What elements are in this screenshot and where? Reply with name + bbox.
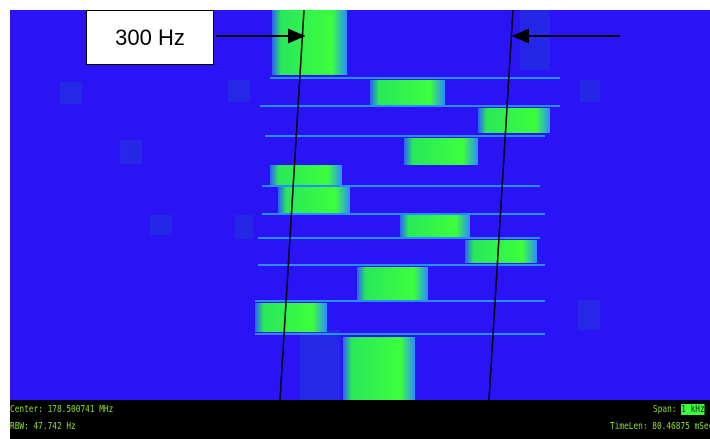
waterfall-display: [10, 9, 710, 400]
arrows: [216, 28, 620, 44]
span-value: 1 kHz: [681, 404, 705, 415]
faint-patches: [60, 10, 600, 400]
status-bar: Center: 178.500741 MHz RBW: 47.742 Hz Sp…: [10, 400, 710, 439]
center-frequency: Center: 178.500741 MHz: [10, 404, 114, 415]
marker-line: [488, 9, 514, 400]
rbw: RBW: 47.742 Hz: [10, 421, 76, 432]
tone-blocks: [255, 10, 550, 400]
annotation-label: 300 Hz: [86, 10, 214, 65]
plot-background: [10, 10, 710, 400]
span: Span: 1 kHz: [653, 404, 705, 415]
span-label: Span:: [653, 404, 677, 415]
marker-line: [279, 9, 305, 400]
time-length: TimeLen: 80.46875 mSec: [610, 421, 710, 432]
signal-streaks: [255, 77, 560, 335]
